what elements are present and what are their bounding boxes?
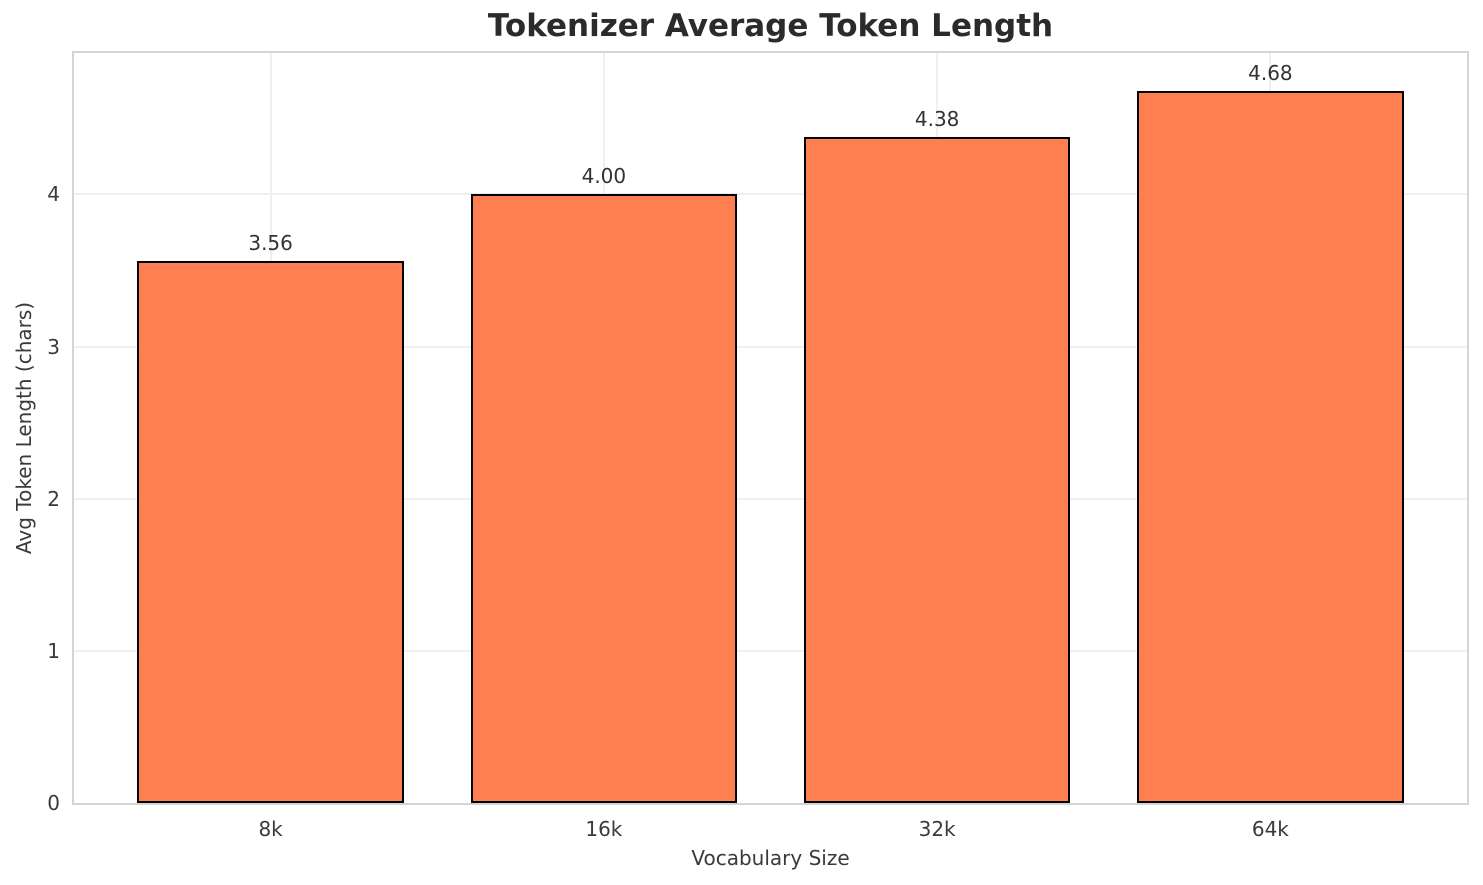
bar [137, 261, 404, 803]
chart-title: Tokenizer Average Token Length [487, 8, 1054, 44]
x-tick-label: 16k [585, 817, 623, 841]
h-gridline [74, 649, 1467, 652]
h-gridline [74, 497, 1467, 500]
y-tick-label: 0 [47, 791, 60, 815]
h-gridline [74, 193, 1467, 196]
h-gridline [74, 345, 1467, 348]
x-tick-label: 32k [918, 817, 956, 841]
y-tick-label: 3 [47, 334, 60, 359]
bar [1137, 91, 1404, 803]
y-axis-label: Avg Token Length (chars) [12, 301, 36, 555]
y-tick-label: 1 [47, 638, 60, 663]
y-tick-label: 4 [47, 182, 60, 207]
bar-value-label: 4.68 [1248, 61, 1293, 86]
plot-area: 3.56 4.00 4.38 4.68 [72, 51, 1469, 805]
x-tick-label: 8k [258, 817, 283, 841]
bar [803, 136, 1071, 803]
bar-value-label: 3.56 [248, 231, 293, 256]
x-tick-label: 64k [1251, 817, 1289, 841]
bar-value-label: 4.00 [581, 164, 627, 189]
bar-value-label: 4.38 [914, 106, 960, 131]
x-axis-label: Vocabulary Size [691, 846, 850, 870]
y-tick-label: 2 [47, 486, 60, 511]
bar [470, 194, 738, 803]
